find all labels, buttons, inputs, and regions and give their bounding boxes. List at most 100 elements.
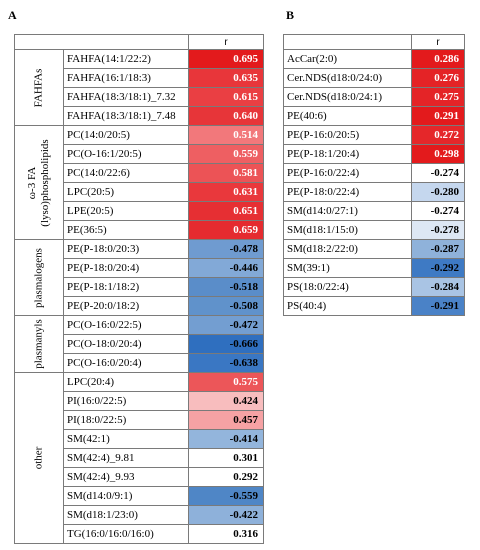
lipid-name: SM(42:1): [63, 429, 189, 449]
lipid-name: PC(14:0/20:5): [63, 125, 189, 145]
lipid-name: FAHFA(18:3/18:1)_7.48: [63, 106, 189, 126]
r-value: 0.651: [188, 201, 264, 221]
lipid-name: LPE(20:5): [63, 201, 189, 221]
table-row: FAHFA(16:1/18:3) 0.635: [15, 68, 264, 88]
group-label-cell: FAHFAs: [14, 49, 64, 126]
lipid-name: PE(P-18:1/18:2): [63, 277, 189, 297]
r-value: 0.424: [188, 391, 264, 411]
r-value: -0.278: [411, 220, 465, 240]
r-value: 0.316: [188, 524, 264, 544]
lipid-name: FAHFA(18:3/18:1)_7.32: [63, 87, 189, 107]
r-value: 0.581: [188, 163, 264, 183]
lipid-name: AcCar(2:0): [283, 49, 412, 69]
r-value: -0.422: [188, 505, 264, 525]
lipid-name: PC(14:0/22:6): [63, 163, 189, 183]
table-row: PE(36:5) 0.659: [15, 220, 264, 240]
r-value: -0.478: [188, 239, 264, 259]
table-row: SM(d14:0/27:1) -0.274: [283, 201, 465, 221]
lipid-name: SM(42:4)_9.81: [63, 448, 189, 468]
lipid-name: FAHFA(16:1/18:3): [63, 68, 189, 88]
r-value: 0.292: [188, 467, 264, 487]
lipid-name: PE(P-18:0/22:4): [283, 182, 412, 202]
r-value: 0.301: [188, 448, 264, 468]
lipid-name: PE(36:5): [63, 220, 189, 240]
table-row: FAHFAs FAHFA(14:1/22:2) 0.695: [14, 49, 264, 126]
lipid-name: FAHFA(14:1/22:2): [63, 49, 189, 69]
r-value: 0.514: [188, 125, 264, 145]
table-row: other LPC(20:4) 0.575: [14, 372, 264, 544]
table-row: LPE(20:5) 0.651: [15, 201, 264, 221]
table-row: SM(d18:1/23:0) -0.422: [15, 505, 264, 525]
table-row: SM(d18:2/22:0) -0.287: [283, 239, 465, 259]
table-row: PC(O-16:0/20:4) -0.638: [15, 353, 264, 373]
header-r-cell: r: [188, 34, 264, 50]
lipid-name: SM(d14:0/9:1): [63, 486, 189, 506]
r-value: 0.695: [188, 49, 264, 69]
lipid-name: SM(d18:1/23:0): [63, 505, 189, 525]
header-row: r: [283, 34, 465, 50]
r-value: -0.518: [188, 277, 264, 297]
r-value: -0.280: [411, 182, 465, 202]
r-value: -0.292: [411, 258, 465, 278]
group-label: FAHFAs: [32, 68, 45, 107]
lipid-name: PE(P-16:0/20:5): [283, 125, 412, 145]
group-label-cell: ω-3 FA (lyso)phospholipids: [14, 125, 64, 240]
table-row: SM(d14:0/9:1) -0.559: [15, 486, 264, 506]
table-row: SM(d18:1/15:0) -0.278: [283, 220, 465, 240]
lipid-name: PE(P-18:1/20:4): [283, 144, 412, 164]
panel-a-label: A: [8, 8, 17, 22]
r-value: 0.272: [411, 125, 465, 145]
group-label: ω-3 FA (lyso)phospholipids: [26, 138, 51, 227]
table-row: PE(P-16:0/20:5) 0.272: [283, 125, 465, 145]
header-blank-cell: [14, 34, 189, 50]
lipid-name: PE(P-18:0/20:4): [63, 258, 189, 278]
lipid-name: PC(O-18:0/20:4): [63, 334, 189, 354]
r-value: 0.559: [188, 144, 264, 164]
header-blank-cell: [283, 34, 412, 50]
r-value: -0.291: [411, 296, 465, 316]
table-row: Cer.NDS(d18:0/24:0) 0.276: [283, 68, 465, 88]
header-r-cell: r: [411, 34, 465, 50]
lipid-name: TG(16:0/16:0/16:0): [63, 524, 189, 544]
table-row: AcCar(2:0) 0.286: [283, 49, 465, 69]
table-row: TG(16:0/16:0/16:0) 0.316: [15, 524, 264, 544]
table-row: PS(40:4) -0.291: [283, 296, 465, 316]
table-row: PC(14:0/22:6) 0.581: [15, 163, 264, 183]
lipid-name: LPC(20:4): [63, 372, 189, 392]
lipid-name: Cer.NDS(d18:0/24:1): [283, 87, 412, 107]
r-value: -0.446: [188, 258, 264, 278]
group-label: plasmanyls: [32, 319, 45, 369]
table-row: SM(42:4)_9.81 0.301: [15, 448, 264, 468]
r-value: -0.414: [188, 429, 264, 449]
table-row: plasmanyls PC(O-16:0/22:5) -0.472: [14, 315, 264, 373]
lipid-name: PE(40:6): [283, 106, 412, 126]
lipid-name: PI(16:0/22:5): [63, 391, 189, 411]
r-value: 0.291: [411, 106, 465, 126]
group-label: plasmalogens: [32, 247, 45, 308]
table-row: SM(39:1) -0.292: [283, 258, 465, 278]
table-row: PE(P-18:0/22:4) -0.280: [283, 182, 465, 202]
table-row: PE(P-18:1/18:2) -0.518: [15, 277, 264, 297]
table-row: PC(O-18:0/20:4) -0.666: [15, 334, 264, 354]
lipid-name: PS(18:0/22:4): [283, 277, 412, 297]
r-value: 0.286: [411, 49, 465, 69]
r-value: 0.298: [411, 144, 465, 164]
lipid-name: LPC(20:5): [63, 182, 189, 202]
table-row: PS(18:0/22:4) -0.284: [283, 277, 465, 297]
lipid-name: PC(O-16:1/20:5): [63, 144, 189, 164]
lipid-name: SM(d18:2/22:0): [283, 239, 412, 259]
lipid-name: PS(40:4): [283, 296, 412, 316]
group-label-cell: plasmalogens: [14, 239, 64, 316]
lipid-name: PI(18:0/22:5): [63, 410, 189, 430]
table-row: PE(40:6) 0.291: [283, 106, 465, 126]
table-row: SM(42:1) -0.414: [15, 429, 264, 449]
lipid-name: PC(O-16:0/22:5): [63, 315, 189, 335]
r-value: 0.631: [188, 182, 264, 202]
r-value: 0.635: [188, 68, 264, 88]
lipid-name: PC(O-16:0/20:4): [63, 353, 189, 373]
lipid-name: PE(P-20:0/18:2): [63, 296, 189, 316]
table-row: PE(P-18:1/20:4) 0.298: [283, 144, 465, 164]
table-row: PE(P-16:0/22:4) -0.274: [283, 163, 465, 183]
r-value: 0.575: [188, 372, 264, 392]
r-value: -0.666: [188, 334, 264, 354]
